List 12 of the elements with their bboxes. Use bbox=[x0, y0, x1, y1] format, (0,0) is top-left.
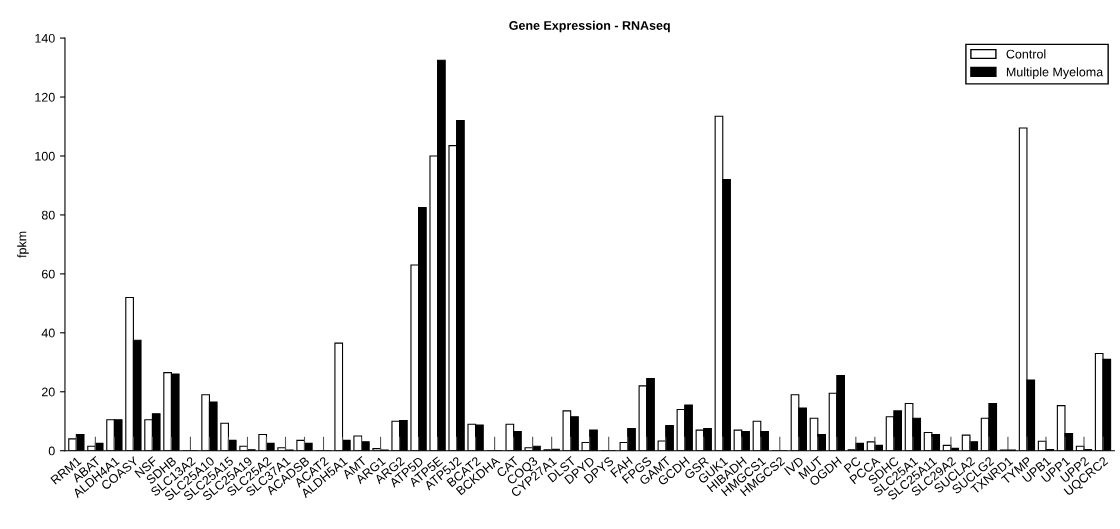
y-tick-label: 0 bbox=[48, 446, 55, 456]
y-tick-label: 120 bbox=[35, 92, 55, 102]
y-tick-label: 20 bbox=[41, 387, 55, 397]
y-tick-label: 100 bbox=[35, 151, 55, 161]
y-axis-title: fpkm bbox=[17, 231, 29, 258]
y-tick-label: 80 bbox=[41, 210, 55, 220]
y-tick-label: 40 bbox=[41, 328, 55, 338]
y-tick-label: 60 bbox=[41, 269, 55, 279]
chart-title: Gene Expression - RNAseq bbox=[509, 20, 670, 33]
y-tick-label: 140 bbox=[35, 33, 55, 43]
legend-label: Multiple Myeloma bbox=[1006, 67, 1104, 79]
legend-label: Control bbox=[1006, 49, 1046, 59]
